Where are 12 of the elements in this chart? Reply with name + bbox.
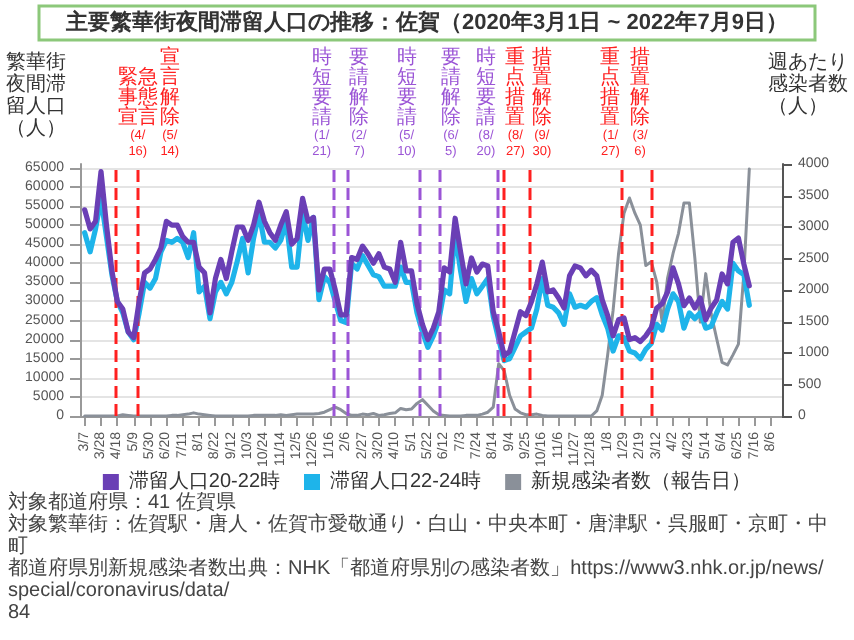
- chart-title: 主要繁華街夜間滞留人口の推移：佐賀（2020年3月1日 ~ 2022年7月9日）: [64, 9, 788, 35]
- text: 対象繁華街：佐賀駅・唐人・佐賀市愛敬通り・白山・中央本町・唐津駅・呉服町・京町・中町: [8, 512, 828, 558]
- legend-label: 新規感染者数（報告日）: [531, 469, 752, 493]
- line-series: [83, 167, 751, 418]
- text: 84: [8, 602, 32, 624]
- text: 都道府県別新規感染者数出典：NHK「都道府県別の感染者数」https://www3.nhk.or.jp/news/special/coronavirus/data/: [8, 556, 825, 602]
- text: 対象都道府県：41 佐賀県: [8, 490, 236, 514]
- y-axis-title: 繁華街夜間滞留人口（人）: [6, 50, 66, 140]
- legend-label: 滞留人口20-22時: [128, 469, 280, 493]
- legend-label: 滞留人口22-24時: [330, 469, 482, 493]
- line-series: [82, 169, 752, 359]
- y2-axis-title: 週あたり感染者数（人）: [768, 52, 848, 118]
